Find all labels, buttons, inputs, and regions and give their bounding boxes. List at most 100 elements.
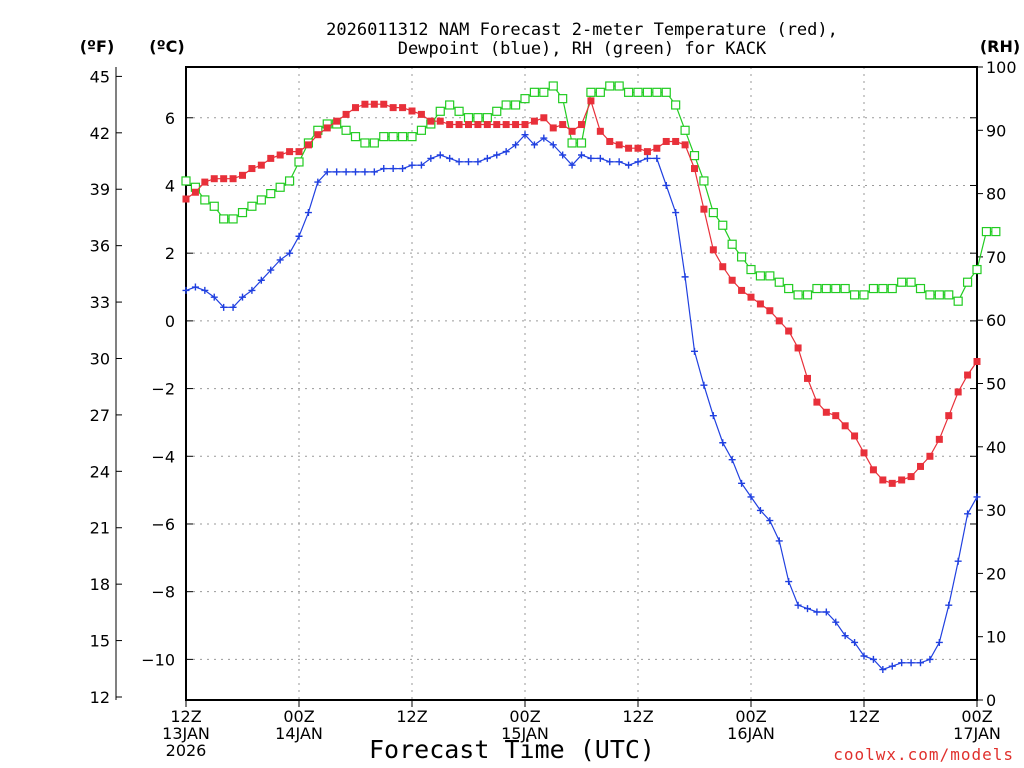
rh-series-point [897,277,907,287]
dewpoint-series-point [333,168,341,176]
dewpoint-series-point [973,493,981,501]
rh-series-point [793,290,803,300]
dewpoint-series-point [248,286,256,294]
dewpoint-series-point [869,655,877,663]
dewpoint-series-point [191,283,199,291]
temperature-series-point [709,246,717,254]
celsius-tick-label: −10 [141,650,175,669]
celsius-tick-label: 4 [165,176,175,195]
dewpoint-series-point [879,666,887,674]
rh-series-point [981,226,992,237]
dewpoint-series-point [267,266,275,274]
rh-series-point [454,106,464,116]
chart-title-line-2: Dewpoint (blue), RH (green) for KACK [398,39,767,59]
dewpoint-series-point [606,158,614,166]
rh-series-point [605,81,615,91]
rh-series-point [266,189,276,199]
temperature-series-point [389,104,397,112]
rh-series-point [718,220,728,230]
dewpoint-series-point [691,347,698,355]
rh-series-point [812,283,822,294]
dewpoint-series-point [766,517,774,525]
rh-series-point [802,290,813,300]
temperature-series-point [775,317,783,325]
time-tick-label: 00Z [283,707,314,726]
rh-series-point [906,277,916,287]
credit-text: coolwx.com/models [833,745,1014,764]
temperature-series-point [314,131,322,139]
chart-title: 2026011312 NAM Forecast 2-meter Temperat… [326,20,838,59]
celsius-tick-label: −2 [151,380,175,399]
rh-series-point [614,81,624,91]
dewpoint-series-point [662,181,670,189]
celsius-tick-label: 0 [165,312,175,331]
temperature-series-point [653,144,661,152]
dewpoint-series-point [822,608,830,616]
dewpoint-series-point [587,154,595,162]
temperature-series-point [446,121,454,129]
rh-series-point [548,81,558,91]
time-tick-label: 13JAN [162,724,210,743]
rh-series-point [699,176,709,186]
rh-tick-label: 60 [986,311,1006,330]
rh-series-point [821,283,831,294]
dewpoint-series-point [935,638,943,646]
temperature-series-point [813,398,821,406]
temperature-series-point [333,117,341,125]
dewpoint-series-point [474,158,482,166]
dewpoint-series-point [775,537,783,545]
fahrenheit-tick-label: 39 [90,180,110,199]
temperature-series-point [465,121,472,129]
rh-series-point [586,87,596,97]
rh-series-point [445,100,455,110]
temperature-series-point [926,452,934,460]
dewpoint-series-point [851,638,859,646]
dewpoint-series-point [700,381,708,389]
dewpoint-series-point [841,632,849,640]
dewpoint-series-point [860,652,868,660]
plot-series [181,81,1001,674]
dewpoint-series-point [389,165,397,173]
time-tick-label: 12Z [170,707,201,726]
temperature-series-point [643,148,651,156]
temperature-series-point [323,124,331,132]
dewpoint-series-point [964,510,972,518]
temperature-series-point [907,473,915,481]
temperature-series-point [606,137,614,145]
time-tick-label: 15JAN [501,724,549,743]
rh-series-point [736,252,747,262]
rh-series-point [972,264,982,275]
rh-series-point [247,201,257,211]
rh-series-point [623,87,634,97]
rh-series-point [727,239,737,249]
rh-series-point [784,283,794,294]
temperature-series-point [483,121,491,129]
fahrenheit-tick-label: 36 [90,237,110,256]
temperature-series-point [408,107,416,115]
dewpoint-series-point [380,165,388,173]
rh-series-point [915,283,926,294]
temperature-series-point [493,121,501,129]
rh-series-point [774,277,784,287]
dewpoint-series-point [229,303,237,311]
dewpoint-series-point [521,131,529,139]
rh-series-point [237,207,248,218]
x-axis-title: Forecast Time (UTC) [369,735,655,764]
fahrenheit-tick-label: 45 [90,67,110,86]
dewpoint-series-point [323,168,331,176]
temperature-series-point [804,374,811,382]
dewpoint-series-point [568,161,576,169]
temperature-series-point [267,154,275,162]
fahrenheit-tick-label: 15 [90,632,110,651]
rh-series-point [925,290,935,300]
rh-series-point [878,283,888,294]
dewpoint-series-point [578,151,585,159]
rh-series-point [529,87,540,97]
temperature-series-point [502,121,510,129]
rh-series-point [219,214,229,224]
dewpoint-series-point [785,578,793,586]
dewpoint-series-point [559,151,567,159]
rh-series-point [360,138,370,148]
temperature-series-point [361,100,369,108]
temperature-series-point [427,117,435,125]
